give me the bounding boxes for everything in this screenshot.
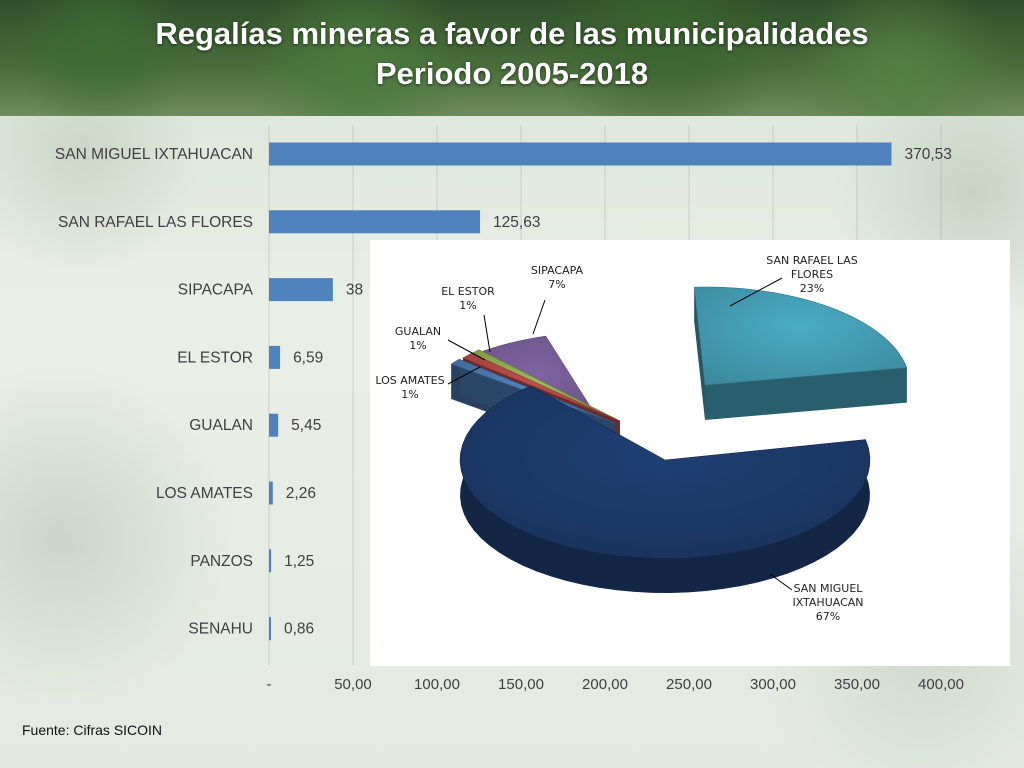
x-tick-label: 400,00 <box>918 676 964 693</box>
x-tick-label: 50,00 <box>334 676 372 693</box>
bar <box>269 278 333 302</box>
pie-slice-wall <box>694 287 705 420</box>
value-label: 6,59 <box>293 349 323 366</box>
pie-slice-top <box>693 286 908 386</box>
x-tick-label: 200,00 <box>582 676 628 693</box>
value-label: 370,53 <box>904 146 951 163</box>
pie-label-los-amates: LOS AMATES 1% <box>375 374 444 401</box>
x-tick-label: 350,00 <box>834 676 880 693</box>
bar <box>269 142 892 166</box>
x-tick-label: 300,00 <box>750 676 796 693</box>
pie-slice-top <box>462 353 621 422</box>
x-tick-label: - <box>267 676 272 693</box>
leader-line <box>769 573 793 591</box>
pie-label-sipacapa: SIPACAPA 7% <box>531 264 584 291</box>
leader-line <box>532 299 546 335</box>
bar <box>269 617 271 641</box>
x-tick-label: 100,00 <box>414 676 460 693</box>
chart-title: Regalías mineras a favor de las municipa… <box>155 16 869 51</box>
value-label: 5,45 <box>291 417 321 434</box>
bar <box>269 210 481 234</box>
category-label: LOS AMATES <box>156 485 253 502</box>
header-banner <box>0 0 1024 116</box>
category-label: SENAHU <box>188 621 253 638</box>
pie-label-san-miguel-ixtahuacan: SAN MIGUEL IXTAHUACAN 67% <box>792 582 863 623</box>
bar <box>269 413 279 437</box>
x-tick-label: 150,00 <box>498 676 544 693</box>
bar <box>269 481 273 505</box>
pie-chart: SAN MIGUEL IXTAHUACAN 67% SAN RAFAEL LAS FLO… <box>375 254 908 623</box>
leader-line <box>729 277 783 307</box>
category-label: EL ESTOR <box>177 349 253 366</box>
category-label: PANZOS <box>190 553 253 570</box>
pie-slice <box>693 286 908 420</box>
value-label: 0,86 <box>284 621 314 638</box>
pie-slice <box>459 385 871 593</box>
value-label: 2,26 <box>286 485 316 502</box>
value-label: 1,25 <box>284 553 314 570</box>
category-label: SAN RAFAEL LAS FLORES <box>58 214 253 231</box>
chart-subtitle: Periodo 2005-2018 <box>375 56 649 91</box>
category-label: GUALAN <box>189 417 253 434</box>
bar <box>269 345 281 369</box>
pie-label-el-estor: EL ESTOR 1% <box>441 285 495 312</box>
leader-line <box>447 366 481 385</box>
pie-slice-top <box>459 385 871 559</box>
pie-chart-panel: SAN MIGUEL IXTAHUACAN 67% SAN RAFAEL LAS FLO… <box>370 240 1010 666</box>
leader-line <box>483 314 491 353</box>
source-note: Fuente: Cifras SICOIN <box>22 722 163 738</box>
value-label: 38 <box>346 282 363 299</box>
category-label: SAN MIGUEL IXTAHUACAN <box>55 146 253 163</box>
pie-label-san-rafael-las-flores: SAN RAFAEL LAS FLORES 23% <box>766 254 857 295</box>
category-label: SIPACAPA <box>178 282 254 299</box>
bar <box>269 549 272 573</box>
value-label: 125,63 <box>493 214 540 231</box>
pie-label-gualan: GUALAN 1% <box>395 325 441 352</box>
leader-line <box>447 339 486 361</box>
x-tick-label: 250,00 <box>666 676 712 693</box>
